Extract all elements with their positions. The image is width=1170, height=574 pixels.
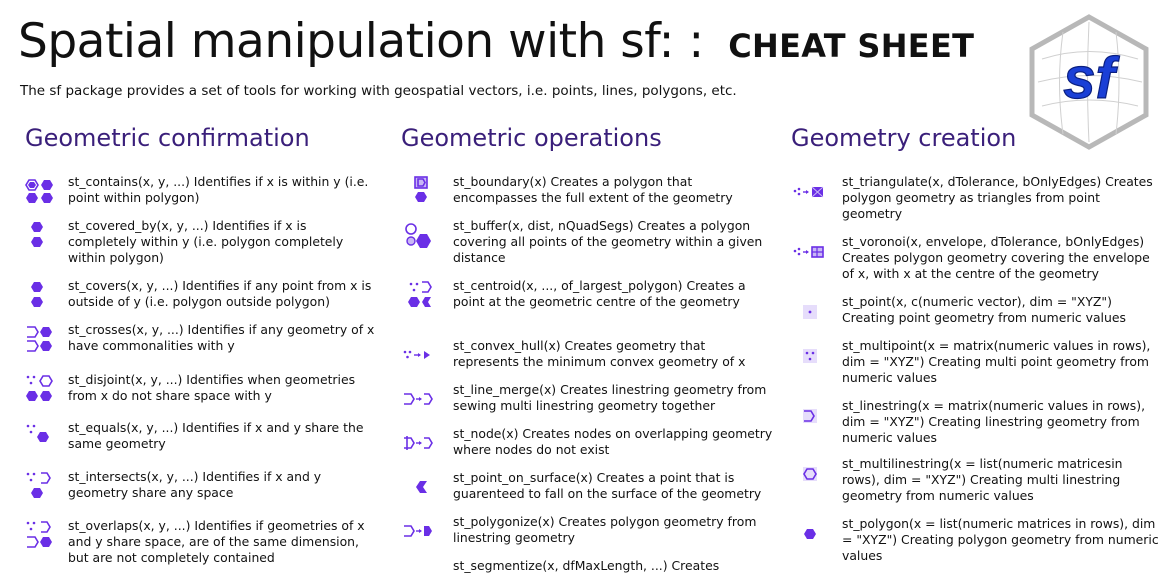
column-geometric-operations: Geometric operations st_boundary(x) Crea… <box>401 124 772 573</box>
entry-text: st_polygon(x = list(numeric matrices in … <box>842 516 1159 563</box>
boundary-icon <box>414 176 428 202</box>
entry-text: st_linestring(x = matrix(numeric values … <box>842 398 1146 445</box>
linestring-icon <box>803 409 817 423</box>
entry-text: st_boundary(x) Creates a polygon that en… <box>453 174 733 205</box>
entry-text: st_point(x, c(numeric vector), dim = "XY… <box>842 294 1126 325</box>
column-heading: Geometric confirmation <box>25 124 310 152</box>
entry-text: st_overlaps(x, y, ...) Identifies if geo… <box>68 518 365 565</box>
entry-text: st_crosses(x, y, ...) Identifies if any … <box>68 322 375 353</box>
entry-text: st_multilinestring(x = list(numeric matr… <box>842 456 1123 503</box>
entry-text: st_line_merge(x) Creates linestring geom… <box>453 382 767 413</box>
entry-text: st_polygonize(x) Creates polygon geometr… <box>453 514 757 545</box>
covers-icon <box>31 282 43 307</box>
entry-text: st_intersects(x, y, ...) Identifies if x… <box>68 469 322 500</box>
entry-text: st_covered_by(x, y, ...) Identifies if x… <box>68 218 344 265</box>
entry-text: st_voronoi(x, envelope, dTolerance, bOnl… <box>842 234 1150 281</box>
point-on-surface-icon <box>416 481 427 493</box>
polygonize-icon <box>404 525 432 537</box>
entry-text: st_centroid(x, ..., of_largest_polygon) … <box>453 278 746 309</box>
triangulate-icon <box>793 186 824 198</box>
entry-text: st_buffer(x, dist, nQuadSegs) Creates a … <box>453 218 763 265</box>
point-icon <box>803 305 817 319</box>
contains-icon <box>25 179 53 203</box>
title-main: Spatial manipulation with sf: : <box>18 14 719 69</box>
crosses-icon <box>27 326 52 352</box>
overlaps-icon <box>26 521 52 548</box>
entry-text: st_point_on_surface(x) Creates a point t… <box>453 470 762 501</box>
sf-logo: sf <box>1029 14 1149 150</box>
entry-text: st_covers(x, y, ...) Identifies if any p… <box>68 278 372 309</box>
buffer-icon <box>405 223 431 248</box>
centroid-icon <box>408 281 432 307</box>
logo-text: sf <box>1063 46 1120 111</box>
entry-text: st_triangulate(x, dTolerance, bOnlyEdges… <box>842 174 1153 221</box>
multilinestring-icon <box>803 467 817 481</box>
subtitle: The sf package provides a set of tools f… <box>20 83 737 99</box>
page-title: Spatial manipulation with sf: : CHEAT SH… <box>18 18 974 65</box>
intersects-icon <box>26 472 51 498</box>
entry-text: st_disjoint(x, y, ...) Identifies when g… <box>68 372 356 403</box>
column-heading: Geometry creation <box>791 124 1017 152</box>
column-geometry-creation: Geometry creation st_triangulate(x, dTol… <box>791 124 1161 563</box>
entry-text: st_equals(x, y, ...) Identifies if x and… <box>68 420 364 451</box>
entry-text: st_multipoint(x = matrix(numeric values … <box>842 338 1151 385</box>
convex-hull-icon <box>403 350 430 359</box>
entry-text: st_node(x) Creates nodes on overlapping … <box>453 426 773 457</box>
disjoint-icon <box>26 375 53 401</box>
entry-text: st_contains(x, y, ...) Identifies if x i… <box>68 174 369 205</box>
polygon-icon <box>804 529 816 539</box>
multipoint-icon <box>803 349 817 363</box>
equals-icon <box>26 424 49 442</box>
title-cheat-sheet: CHEAT SHEET <box>728 27 975 65</box>
covered-by-icon <box>31 222 43 247</box>
entry-text: st_convex_hull(x) Creates geometry that … <box>453 338 746 369</box>
entry-text: st_segmentize(x, dfMaxLength, ...) Creat… <box>453 558 720 573</box>
column-geometric-confirmation: Geometric confirmation st_contains(x, y,… <box>25 124 375 565</box>
node-icon <box>404 436 433 450</box>
column-heading: Geometric operations <box>401 124 662 152</box>
voronoi-icon <box>793 246 824 258</box>
line-merge-icon <box>404 393 433 405</box>
